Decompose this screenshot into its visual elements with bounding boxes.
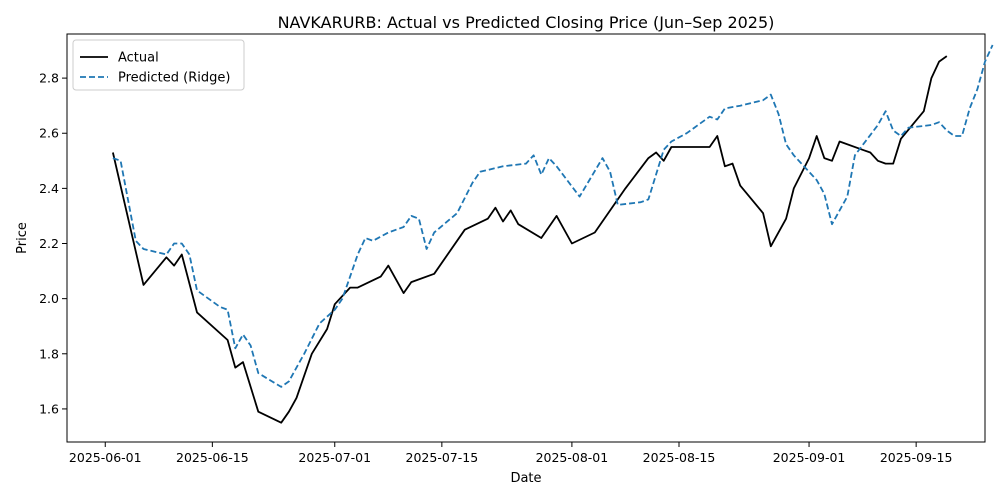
y-tick-label: 2.4 (39, 181, 59, 196)
x-tick-label: 2025-09-15 (880, 450, 953, 465)
y-tick-label: 2.6 (39, 126, 59, 141)
legend: Actual Predicted (Ridge) (72, 39, 245, 91)
y-axis: 1.6 1.8 2.0 2.2 2.4 2.6 2.8 (39, 71, 67, 416)
x-tick-label: 2025-06-01 (69, 450, 142, 465)
legend-label: Actual (118, 51, 159, 66)
series-line-actual (112, 55, 948, 424)
legend-label: Predicted (Ridge) (118, 71, 230, 86)
x-axis-label: Date (510, 471, 541, 486)
plot-frame (66, 33, 986, 443)
plot-area (66, 33, 986, 443)
y-tick-label: 2.2 (39, 236, 59, 251)
series-layer (112, 44, 994, 424)
x-tick-label: 2025-07-15 (406, 450, 479, 465)
chart-title: NAVKARURB: Actual vs Predicted Closing P… (278, 13, 775, 32)
x-axis: 2025-06-01 2025-06-15 2025-07-01 2025-07-15… (69, 442, 953, 465)
x-tick-label: 2025-08-01 (536, 450, 609, 465)
x-tick-label: 2025-09-01 (773, 450, 846, 465)
y-tick-label: 1.6 (39, 401, 59, 416)
x-tick-label: 2025-06-15 (176, 450, 249, 465)
x-tick-label: 2025-07-01 (298, 450, 371, 465)
y-axis-label: Price (15, 222, 30, 254)
y-tick-label: 2.8 (39, 71, 59, 86)
y-tick-label: 2.0 (39, 291, 59, 306)
series-line-predicted (112, 44, 994, 388)
legend-box (72, 39, 245, 91)
x-tick-label: 2025-08-15 (643, 450, 716, 465)
y-tick-label: 1.8 (39, 346, 59, 361)
